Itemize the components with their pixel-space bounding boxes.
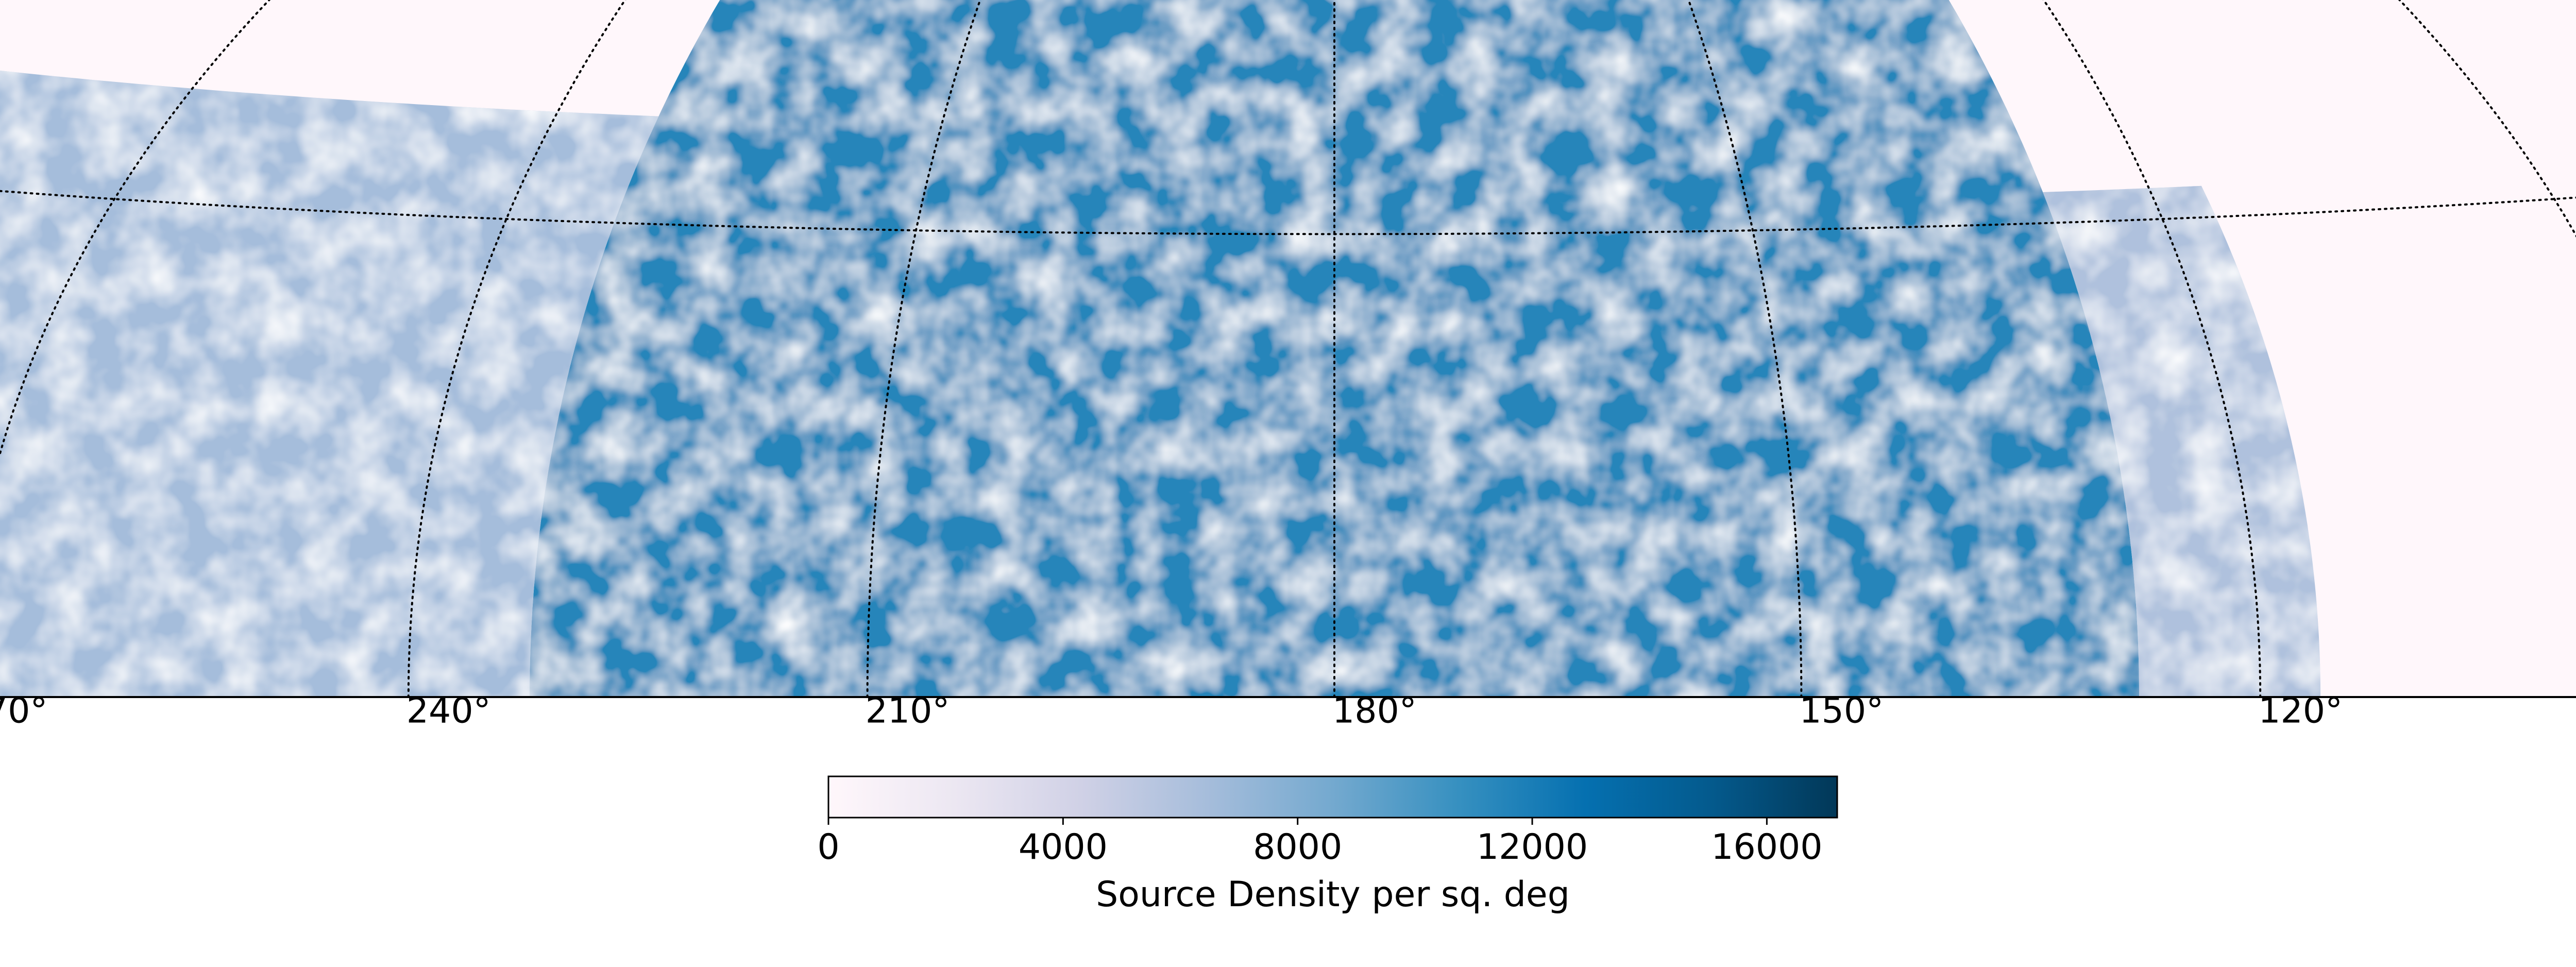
ra-grid-line <box>866 0 1335 698</box>
colorbar-label: Source Density per sq. deg <box>1096 874 1570 915</box>
colorbar: 0 4000 8000 12000 16000 Source Density per s… <box>817 775 1838 915</box>
sky-map: 330°300°270°240°210°180°150°120°90°60°30… <box>0 0 2576 732</box>
ra-tick-label: 240° <box>406 691 491 732</box>
ra-tick-label: 180° <box>1332 691 1417 732</box>
colorbar-ticks: 0 4000 8000 12000 16000 <box>817 818 1823 868</box>
dec-grid-line <box>0 63 2576 235</box>
colorbar-tick-label: 8000 <box>1253 827 1342 868</box>
ra-tick-label: 150° <box>1799 691 1884 732</box>
ra-tick-label: 120° <box>2258 691 2343 732</box>
colorbar-gradient <box>827 775 1838 819</box>
ra-grid-line <box>407 0 1335 698</box>
colorbar-tick-label: 12000 <box>1477 827 1588 868</box>
ra-tick-label: 210° <box>866 691 950 732</box>
ra-tick-labels: 330°300°270°240°210°180°150°120°90°60°30… <box>0 691 2343 732</box>
coordinate-grid <box>0 0 2576 698</box>
ra-tick-label: 270° <box>0 691 47 732</box>
colorbar-tick-label: 4000 <box>1019 827 1108 868</box>
ra-grid-line <box>1333 0 2262 698</box>
ra-grid-line <box>0 0 1335 698</box>
footprint-region <box>2043 185 2320 697</box>
colorbar-tick-label: 16000 <box>1711 827 1822 868</box>
ra-grid-line <box>1333 0 1803 698</box>
colorbar-tick-label: 0 <box>817 827 839 868</box>
footprint-region <box>0 54 659 697</box>
